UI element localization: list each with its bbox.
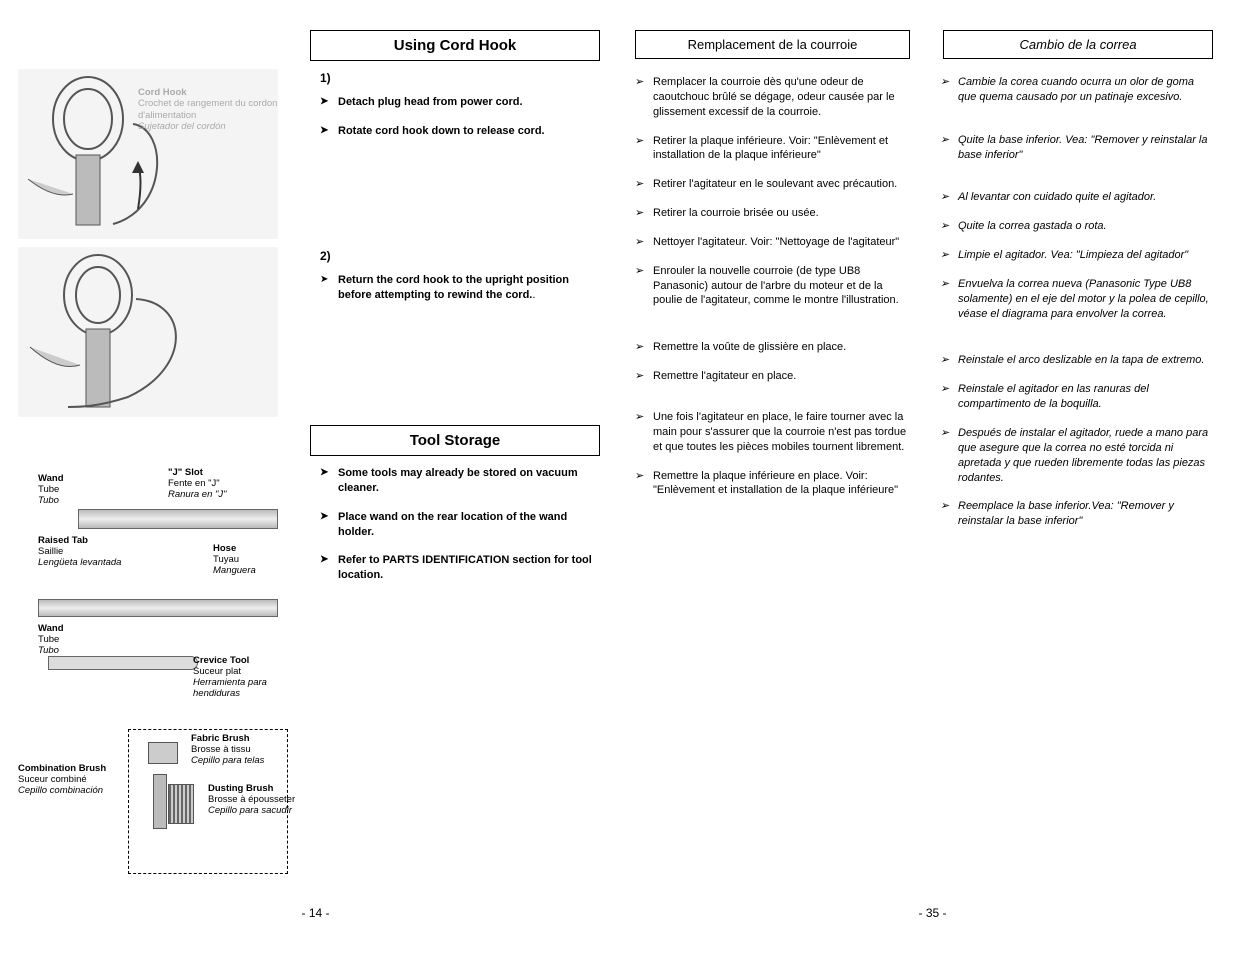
es-item: Quite la correa gastada o rota. xyxy=(940,219,1215,234)
fr-title: Remplacement de la courroie xyxy=(635,30,910,59)
raised-tab-label: Raised Tab Saillie Lengüeta levantada xyxy=(38,536,121,569)
es-item: Envuelva la correa nueva (Panasonic Type… xyxy=(940,277,1215,322)
wand-label-1: Wand Tube Tubo xyxy=(38,474,64,507)
fr-item: Remplacer la courroie dès qu'une odeur d… xyxy=(635,75,910,120)
fr-item: Nettoyer l'agitateur. Voir: "Nettoyage d… xyxy=(635,235,910,250)
fr-item: Enrouler la nouvelle courroie (de type U… xyxy=(635,264,910,309)
crevice-label: Crevice Tool Suceur plat Herramienta par… xyxy=(193,656,298,700)
fr-item: Remettre la plaque inférieure en place. … xyxy=(635,469,910,499)
fr-item: Retirer la courroie brisée ou usée. xyxy=(635,206,910,221)
page-14: Using Cord Hook Cord Hook Crochet de ran… xyxy=(18,30,613,920)
fr-item: Remettre l'agitateur en place. xyxy=(635,369,910,384)
tool-storage-diagram-col: Wand Tube Tubo "J" Slot Fente en "J" Ran… xyxy=(18,456,310,884)
es-item: Reinstale el agitador en las ranuras del… xyxy=(940,382,1215,412)
es-item: Al levantar con cuidado quite el agitado… xyxy=(940,190,1215,205)
es-title: Cambio de la correa xyxy=(943,30,1213,59)
es-item: Limpie el agitador. Vea: "Limpieza del a… xyxy=(940,248,1215,263)
cord-hook-step2-text: 2) Return the cord hook to the upright p… xyxy=(310,239,600,417)
tool-storage-text: Some tools may already be stored on vacu… xyxy=(310,456,600,884)
tool-storage-title: Tool Storage xyxy=(310,425,600,456)
es-list: Cambie la corea cuando ocurra un olor de… xyxy=(940,75,1215,529)
right-columns: Remplacer la courroie dès qu'une odeur d… xyxy=(635,75,1230,543)
ts-item: Some tools may already be stored on vacu… xyxy=(320,466,596,496)
right-title-row: Remplacement de la courroie Cambio de la… xyxy=(635,30,1230,59)
step2-item: Return the cord hook to the upright posi… xyxy=(320,273,596,303)
es-item: Después de instalar el agitador, ruede a… xyxy=(940,426,1215,485)
hose-label: Hose Tuyau Manguera xyxy=(213,544,256,577)
cord-hook-label-es: Sujetador del cordón xyxy=(138,121,226,132)
step1-item: Detach plug head from power cord. xyxy=(320,95,596,110)
step1-item: Rotate cord hook down to release cord. xyxy=(320,124,596,139)
dusting-label: Dusting Brush Brosse à épousseter Cepill… xyxy=(208,784,295,817)
cord-hook-illus2 xyxy=(18,239,310,417)
fr-list: Remplacer la courroie dès qu'une odeur d… xyxy=(635,75,910,498)
fr-item: Retirer l'agitateur en le soulevant avec… xyxy=(635,177,910,192)
cord-hook-illus1: Cord Hook Crochet de rangement du cordon… xyxy=(18,61,310,239)
ts-item: Place wand on the rear location of the w… xyxy=(320,510,596,540)
es-item: Reinstale el arco deslizable en la tapa … xyxy=(940,353,1215,368)
cord-hook-label-block: Cord Hook Crochet de rangement du cordon… xyxy=(138,87,278,133)
cord-hook-step1-row: Cord Hook Crochet de rangement du cordon… xyxy=(18,61,613,239)
step2-num: 2) xyxy=(320,249,596,263)
fabric-label: Fabric Brush Brosse à tissu Cepillo para… xyxy=(191,734,264,767)
page-num-left: - 14 - xyxy=(18,906,613,920)
cord-hook-label-en: Cord Hook xyxy=(138,87,187,98)
tool-storage-diagram: Wand Tube Tubo "J" Slot Fente en "J" Ran… xyxy=(18,464,298,884)
page-35: Remplacement de la courroie Cambio de la… xyxy=(635,30,1230,920)
step1-num: 1) xyxy=(320,71,596,85)
es-item: Reemplace la base inferior.Vea: "Remover… xyxy=(940,499,1215,529)
fr-item: Remettre la voûte de glissière en place. xyxy=(635,340,910,355)
combo-label: Combination Brush Suceur combiné Cepillo… xyxy=(18,764,123,797)
es-item: Cambie la corea cuando ocurra un olor de… xyxy=(940,75,1215,105)
cord-hook-label-fr: Crochet de rangement du cordon d'aliment… xyxy=(138,98,277,120)
ts-item: Refer to PARTS IDENTIFICATION section fo… xyxy=(320,553,596,583)
wand-label-2: Wand Tube Tubo xyxy=(38,624,64,657)
cord-hook-step2-row: 2) Return the cord hook to the upright p… xyxy=(18,239,613,417)
fr-column: Remplacer la courroie dès qu'une odeur d… xyxy=(635,75,910,543)
tool-storage-row: Wand Tube Tubo "J" Slot Fente en "J" Ran… xyxy=(18,456,613,884)
es-item: Quite la base inferior. Vea: "Remover y … xyxy=(940,133,1215,163)
fr-item: Retirer la plaque inférieure. Voir: "Enl… xyxy=(635,134,910,164)
jslot-label: "J" Slot Fente en "J" Ranura en "J" xyxy=(168,468,227,501)
page-num-right: - 35 - xyxy=(635,906,1230,920)
cord-hook-step1-text: 1) Detach plug head from power cord. Rot… xyxy=(310,61,600,239)
fr-item: Une fois l'agitateur en place, le faire … xyxy=(635,410,910,455)
es-column: Cambie la corea cuando ocurra un olor de… xyxy=(940,75,1215,543)
cord-hook-title: Using Cord Hook xyxy=(310,30,600,61)
